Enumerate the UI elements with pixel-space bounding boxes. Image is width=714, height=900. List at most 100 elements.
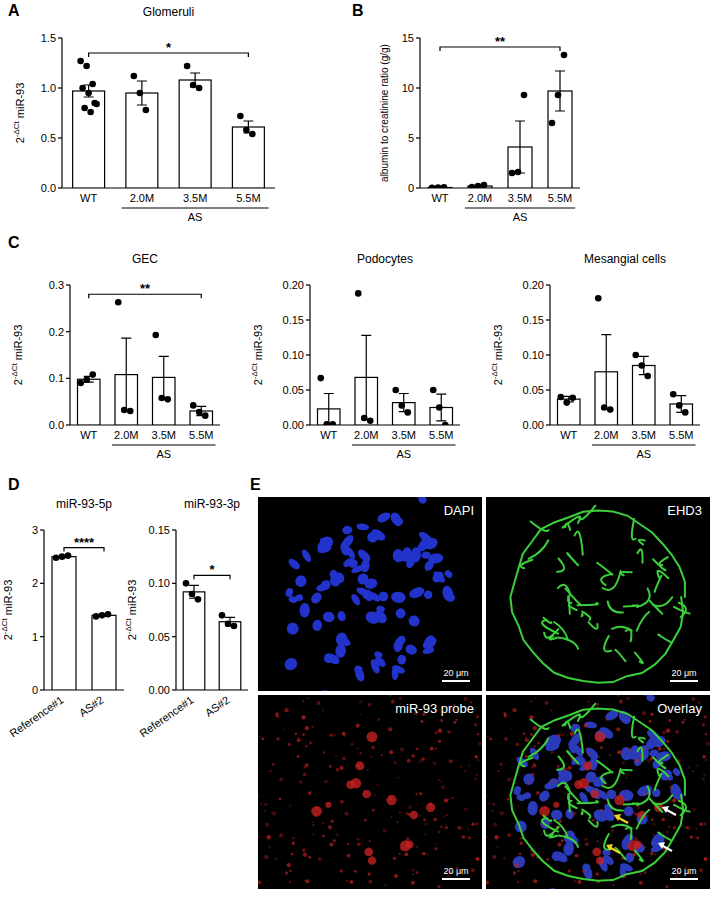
ehd3-signal xyxy=(558,638,578,649)
y-axis-title-superscript: -ΔCt xyxy=(250,362,259,379)
nucleus xyxy=(547,776,561,790)
scale-bar xyxy=(670,680,698,682)
probe-signal xyxy=(359,752,362,755)
probe-signal xyxy=(385,884,387,886)
data-point xyxy=(225,621,232,628)
x-tick-label: 5.5M xyxy=(429,429,453,441)
ehd3-signal xyxy=(529,738,549,757)
probe-signal xyxy=(394,874,398,878)
group-label: AS xyxy=(513,211,528,223)
probe-signal xyxy=(271,811,275,815)
y-tick-label: 0.10 xyxy=(149,577,170,589)
ehd3-signal xyxy=(557,559,564,572)
probe-signal xyxy=(464,807,468,811)
chart-panel: Mesangial cells2-ΔCtmiR-930.000.050.100.… xyxy=(490,252,700,460)
nucleus xyxy=(282,655,299,672)
nucleus xyxy=(332,570,346,585)
y-tick-label: 0.05 xyxy=(149,631,170,643)
nucleus xyxy=(300,548,313,564)
y-tick-label: 1 xyxy=(32,631,38,643)
probe-signal xyxy=(658,747,662,751)
probe-signal xyxy=(312,833,314,835)
chart-title: GEC xyxy=(132,252,158,266)
probe-signal xyxy=(344,812,348,816)
probe-signal xyxy=(474,778,477,781)
probe-signal xyxy=(523,733,525,735)
probe-signal xyxy=(435,748,438,751)
chart-title: miR-93-5p xyxy=(56,497,112,511)
y-tick xyxy=(546,319,550,320)
probe-signal xyxy=(517,870,520,873)
nucleus xyxy=(360,558,370,572)
panel-letter: C xyxy=(8,234,20,251)
probe-signal xyxy=(438,831,440,833)
y-tick-label: 0.0 xyxy=(49,419,64,431)
nucleus xyxy=(512,785,522,796)
probe-signal xyxy=(412,869,414,871)
ehd3-signal xyxy=(582,810,590,818)
probe-signal xyxy=(354,870,357,873)
ehd3-signal xyxy=(650,601,663,614)
data-point xyxy=(355,290,362,297)
probe-signal xyxy=(585,747,587,749)
data-point xyxy=(475,183,482,188)
group-line xyxy=(352,445,456,446)
ehd3-signal xyxy=(601,574,612,585)
probe-signal xyxy=(275,857,277,859)
probe-signal xyxy=(692,807,696,811)
ehd3-signal xyxy=(659,557,667,565)
x-tick-label: 5.5M xyxy=(548,192,572,204)
probe-signal xyxy=(268,846,270,848)
probe-signal xyxy=(264,803,267,806)
probe-signal xyxy=(487,736,489,738)
nucleus xyxy=(299,603,310,618)
image-label: EHD3 xyxy=(667,503,702,518)
probe-signal xyxy=(507,778,511,782)
probe-signal xyxy=(419,792,422,795)
probe-signal xyxy=(619,700,623,704)
probe-signal xyxy=(649,720,652,723)
arrow-head xyxy=(606,844,613,851)
ehd3-signal xyxy=(612,627,632,631)
probe-signal xyxy=(668,826,671,829)
nucleus xyxy=(367,532,379,543)
data-point xyxy=(515,169,522,176)
probe-signal xyxy=(368,705,370,707)
nucleus xyxy=(404,643,419,657)
probe-signal xyxy=(437,729,441,733)
probe-signal xyxy=(447,730,451,734)
probe-signal xyxy=(339,766,343,770)
probe-signal xyxy=(302,733,305,736)
group-label: AS xyxy=(156,448,171,460)
data-point xyxy=(561,52,568,59)
probe-signal xyxy=(478,742,482,746)
probe-signal xyxy=(260,803,262,805)
probe-signal xyxy=(597,840,599,842)
y-tick-label: 0.10 xyxy=(283,349,304,361)
marks xyxy=(428,52,572,188)
probe-signal xyxy=(410,811,418,819)
probe-signal xyxy=(651,818,654,821)
data-point xyxy=(435,184,442,188)
ehd3-signal xyxy=(580,506,596,520)
ehd3-signal xyxy=(624,605,638,606)
nucleus xyxy=(317,688,333,691)
probe-signal xyxy=(347,854,351,858)
y-tick-label: 0.2 xyxy=(49,326,64,338)
probe-signal xyxy=(568,869,571,872)
probe-signal xyxy=(673,826,677,830)
probe-signal xyxy=(668,781,670,783)
probe-signal xyxy=(536,791,540,795)
probe-signal xyxy=(323,751,326,754)
image-label: DAPI xyxy=(444,503,474,518)
ehd3-signal xyxy=(639,540,645,545)
probe-signal xyxy=(393,761,396,764)
probe-signal xyxy=(520,842,523,845)
ehd3-signal xyxy=(608,602,623,613)
y-axis xyxy=(175,530,176,690)
probe-signal xyxy=(705,759,707,761)
ehd3-signal xyxy=(637,810,650,829)
probe-signal xyxy=(261,737,264,740)
data-point xyxy=(361,415,368,422)
probe-signal xyxy=(574,780,583,789)
